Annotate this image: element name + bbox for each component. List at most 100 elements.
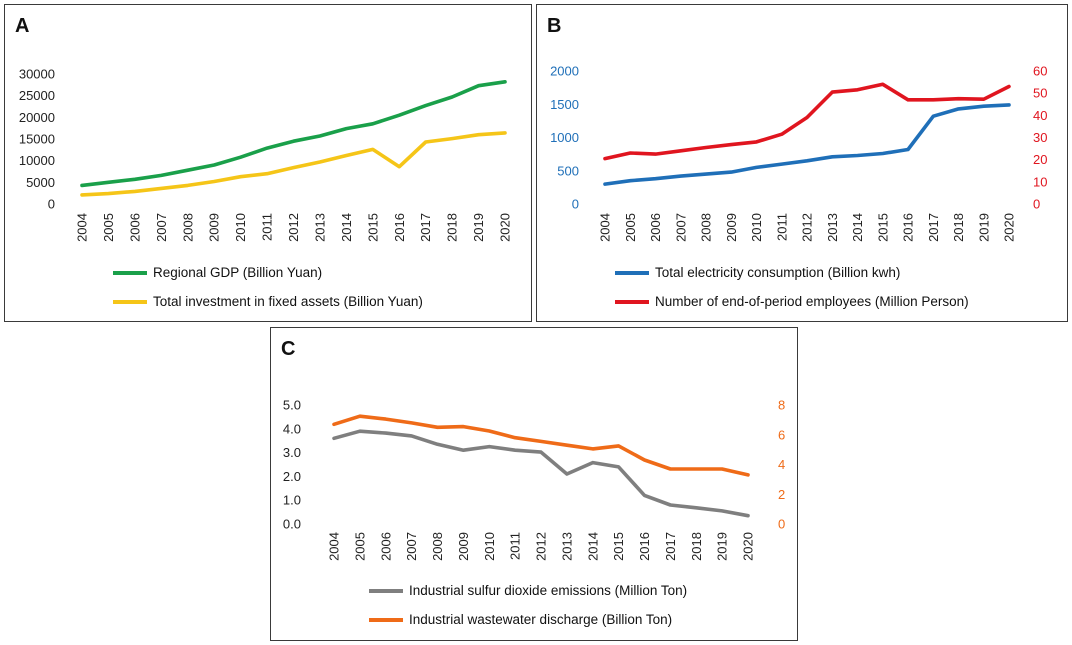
- x-tick-label: 2007: [154, 213, 169, 242]
- chart-c: 0.0 1.0 2.0 3.0 4.0 5.0 0 2 4 6 8 2004 2005 2006 2007 2…: [283, 398, 785, 561]
- x-tick-label: 2004: [75, 213, 90, 242]
- x-tick-label: 2012: [800, 213, 815, 242]
- x-tick-label: 2017: [418, 213, 433, 242]
- x-tick-label: 2008: [699, 213, 714, 242]
- legend-item: Total electricity consumption (Billion k…: [615, 258, 969, 287]
- legend-label: Industrial wastewater discharge (Billion…: [409, 612, 673, 627]
- x-tick-label: 2011: [508, 532, 523, 560]
- y-left-tick-label: 15000: [19, 132, 55, 147]
- y-left-tick-label: 20000: [19, 110, 55, 125]
- y-left-tick-label: 0: [48, 197, 55, 212]
- series-line: [603, 82, 1011, 161]
- y-left-tick-label: 10000: [19, 153, 55, 168]
- x-tick-label: 2009: [724, 213, 739, 242]
- y-right-tick-label: 50: [1033, 86, 1047, 101]
- y-left-tick-label: 1.0: [283, 493, 301, 508]
- y-left-tick-label: 5000: [26, 175, 55, 190]
- y-left-tick-label: 1000: [550, 130, 579, 145]
- y-right-tick-label: 0: [778, 517, 785, 532]
- x-tick-label: 2007: [673, 213, 688, 242]
- legend-label: Number of end-of-period employees (Milli…: [655, 294, 969, 309]
- legend-swatch: [113, 299, 147, 304]
- legend-swatch: [369, 588, 403, 593]
- legend-item: Number of end-of-period employees (Milli…: [615, 287, 969, 316]
- y-right-tick-label: 8: [778, 398, 785, 413]
- y-left-tick-label: 3.0: [283, 445, 301, 460]
- x-tick-label: 2019: [471, 213, 486, 242]
- y-right-tick-label: 10: [1033, 174, 1047, 189]
- x-tick-label: 2016: [392, 213, 407, 242]
- x-tick-label: 2018: [951, 213, 966, 242]
- y-left-tick-label: 5.0: [283, 398, 301, 413]
- y-left-tick-label: 0.0: [283, 517, 301, 532]
- x-tick-label: 2013: [825, 213, 840, 242]
- x-tick-label: 2009: [207, 213, 222, 242]
- x-tick-label: 2014: [585, 532, 600, 561]
- y-left-tick-label: 2000: [550, 64, 579, 79]
- panel-b-label: B: [547, 15, 562, 37]
- y-right-tick-label: 30: [1033, 130, 1047, 145]
- x-tick-label: 2020: [1002, 213, 1017, 242]
- x-tick-label: 2004: [598, 213, 613, 242]
- x-tick-label: 2006: [378, 532, 393, 561]
- x-tick-label: 2011: [774, 213, 789, 241]
- x-tick-label: 2012: [286, 213, 301, 242]
- series-line: [80, 131, 507, 197]
- x-tick-label: 2009: [456, 532, 471, 561]
- x-tick-label: 2017: [663, 532, 678, 561]
- x-tick-label: 2020: [741, 532, 756, 561]
- legend-item: Regional GDP (Billion Yuan): [113, 258, 423, 287]
- legend-label: Total electricity consumption (Billion k…: [655, 265, 901, 280]
- x-tick-label: 2010: [482, 532, 497, 561]
- x-tick-label: 2018: [689, 532, 704, 561]
- x-tick-label: 2015: [365, 213, 380, 242]
- x-tick-label: 2016: [637, 532, 652, 561]
- x-tick-label: 2020: [498, 213, 513, 242]
- panel-a: A 0 5000 10000 15000 20000 25000 30000 2004 2005…: [4, 4, 532, 322]
- legend-a: Regional GDP (Billion Yuan) Total invest…: [113, 258, 423, 316]
- x-tick-label: 2013: [312, 213, 327, 242]
- series-line: [603, 103, 1011, 186]
- x-tick-label: 2007: [404, 532, 419, 561]
- y-left-tick-label: 30000: [19, 67, 55, 82]
- chart-b: 0 500 1000 1500 2000 0 10 20 30 40 50 60 2004 2005 200…: [550, 64, 1047, 242]
- legend-swatch: [113, 270, 147, 275]
- panel-a-label: A: [15, 15, 30, 37]
- x-tick-label: 2005: [101, 213, 116, 242]
- y-left-tick-label: 0: [572, 197, 579, 212]
- y-right-tick-label: 4: [778, 457, 785, 472]
- x-tick-label: 2012: [534, 532, 549, 561]
- y-left-tick-label: 25000: [19, 88, 55, 103]
- x-tick-label: 2019: [976, 213, 991, 242]
- x-tick-label: 2010: [233, 213, 248, 242]
- y-right-tick-label: 40: [1033, 108, 1047, 123]
- legend-b: Total electricity consumption (Billion k…: [615, 258, 969, 316]
- x-tick-label: 2005: [623, 213, 638, 242]
- panel-c-label: C: [281, 338, 296, 360]
- x-tick-label: 2006: [127, 213, 142, 242]
- x-tick-label: 2008: [180, 213, 195, 242]
- x-tick-label: 2015: [875, 213, 890, 242]
- x-tick-label: 2014: [850, 213, 865, 242]
- chart-a: 0 5000 10000 15000 20000 25000 30000 2004 2005 20…: [19, 67, 513, 242]
- legend-item: Industrial sulfur dioxide emissions (Mil…: [369, 576, 687, 605]
- legend-swatch: [615, 299, 649, 304]
- panel-b: B 0 500 1000 1500 2000 0 10 20 30 40 50 60 2004 2005 2…: [536, 4, 1068, 322]
- legend-c: Industrial sulfur dioxide emissions (Mil…: [369, 576, 687, 634]
- x-tick-label: 2016: [901, 213, 916, 242]
- x-tick-label: 2004: [327, 532, 342, 561]
- y-left-tick-label: 1500: [550, 97, 579, 112]
- legend-swatch: [615, 270, 649, 275]
- y-right-tick-label: 60: [1033, 64, 1047, 79]
- x-tick-label: 2010: [749, 213, 764, 242]
- y-right-tick-label: 0: [1033, 197, 1040, 212]
- legend-item: Industrial wastewater discharge (Billion…: [369, 605, 687, 634]
- series-line: [332, 414, 750, 477]
- x-tick-label: 2008: [430, 532, 445, 561]
- y-right-tick-label: 2: [778, 487, 785, 502]
- legend-item: Total investment in fixed assets (Billio…: [113, 287, 423, 316]
- y-left-tick-label: 500: [557, 163, 579, 178]
- series-line: [80, 80, 507, 188]
- series-line: [332, 429, 750, 518]
- legend-label: Regional GDP (Billion Yuan): [153, 265, 323, 280]
